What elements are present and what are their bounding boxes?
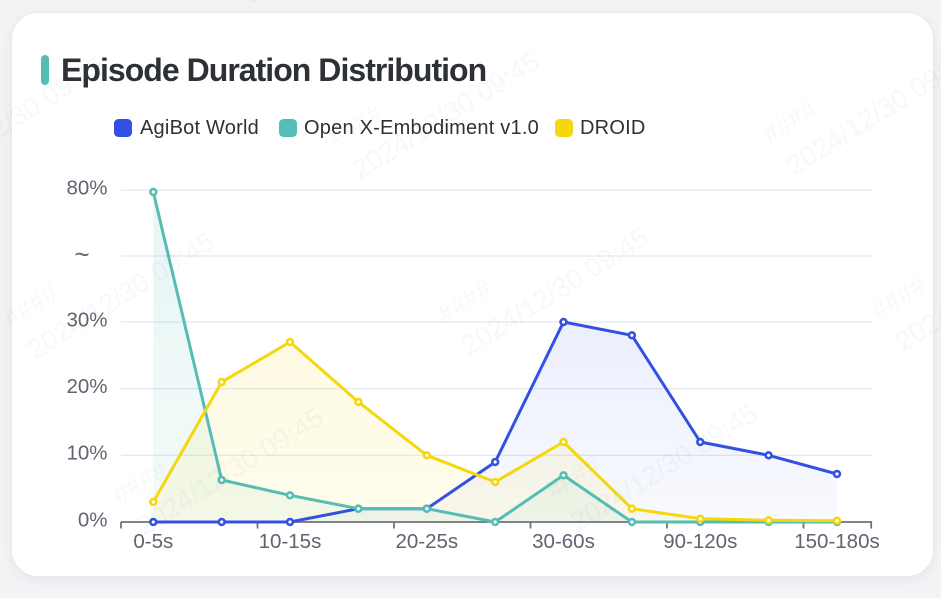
svg-text:30-60s: 30-60s [532,530,595,553]
svg-text:30%: 30% [66,308,107,331]
svg-text:150-180s: 150-180s [794,530,879,553]
svg-text:10-15s: 10-15s [259,530,322,553]
svg-text:~: ~ [74,239,89,269]
svg-text:0%: 0% [78,508,108,531]
svg-text:20-25s: 20-25s [395,530,458,553]
svg-text:90-120s: 90-120s [663,530,737,553]
svg-text:0-5s: 0-5s [133,530,173,553]
svg-text:20%: 20% [66,375,107,398]
svg-text:80%: 80% [66,176,107,199]
svg-text:10%: 10% [66,442,107,465]
